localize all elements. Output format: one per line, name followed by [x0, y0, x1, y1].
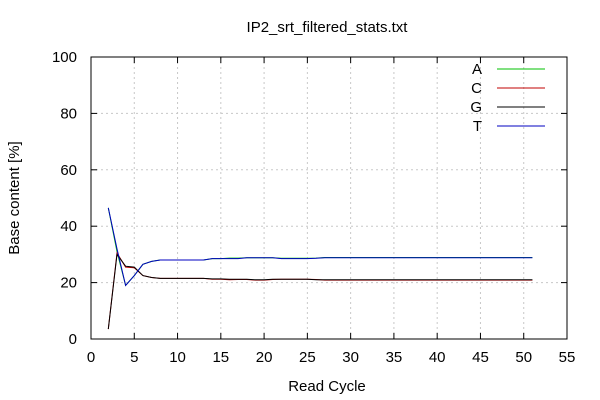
x-tick-label: 30 [342, 349, 359, 366]
y-tick-label: 20 [60, 275, 77, 292]
legend-label-c: C [471, 80, 482, 97]
x-tick-label: 45 [472, 349, 489, 366]
x-tick-label: 20 [256, 349, 273, 366]
series-line-t [107, 207, 533, 287]
y-tick-label: 40 [60, 218, 77, 235]
series-line-c [107, 251, 533, 330]
series-line-a [107, 207, 533, 287]
plot-series [107, 207, 533, 330]
x-axis-label: Read Cycle [288, 378, 366, 395]
legend-label-t: T [473, 118, 482, 135]
y-axis-label: Base content [%] [6, 141, 23, 254]
legend-label-a: A [472, 61, 482, 78]
y-tick-label: 0 [69, 331, 77, 348]
y-tick-label: 100 [52, 49, 77, 66]
grid [91, 57, 567, 339]
y-tick-label: 60 [60, 162, 77, 179]
x-tick-label: 25 [299, 349, 316, 366]
x-tick-label: 50 [515, 349, 532, 366]
chart-title: IP2_srt_filtered_stats.txt [247, 19, 409, 36]
x-tick-label: 0 [87, 349, 95, 366]
x-tick-label: 5 [130, 349, 138, 366]
x-tick-label: 55 [559, 349, 576, 366]
legend-label-g: G [470, 99, 482, 116]
y-tick-label: 80 [60, 105, 77, 122]
series-line-g [107, 253, 533, 330]
plot-frame [90, 56, 568, 340]
x-tick-label: 40 [429, 349, 446, 366]
x-tick-label: 35 [386, 349, 403, 366]
x-tick-label: 15 [212, 349, 229, 366]
axis-ticks: 0 5 10 15 20 25 30 35 40 45 50 55 0 20 40 60 80 100 [52, 49, 575, 366]
x-tick-label: 10 [169, 349, 186, 366]
